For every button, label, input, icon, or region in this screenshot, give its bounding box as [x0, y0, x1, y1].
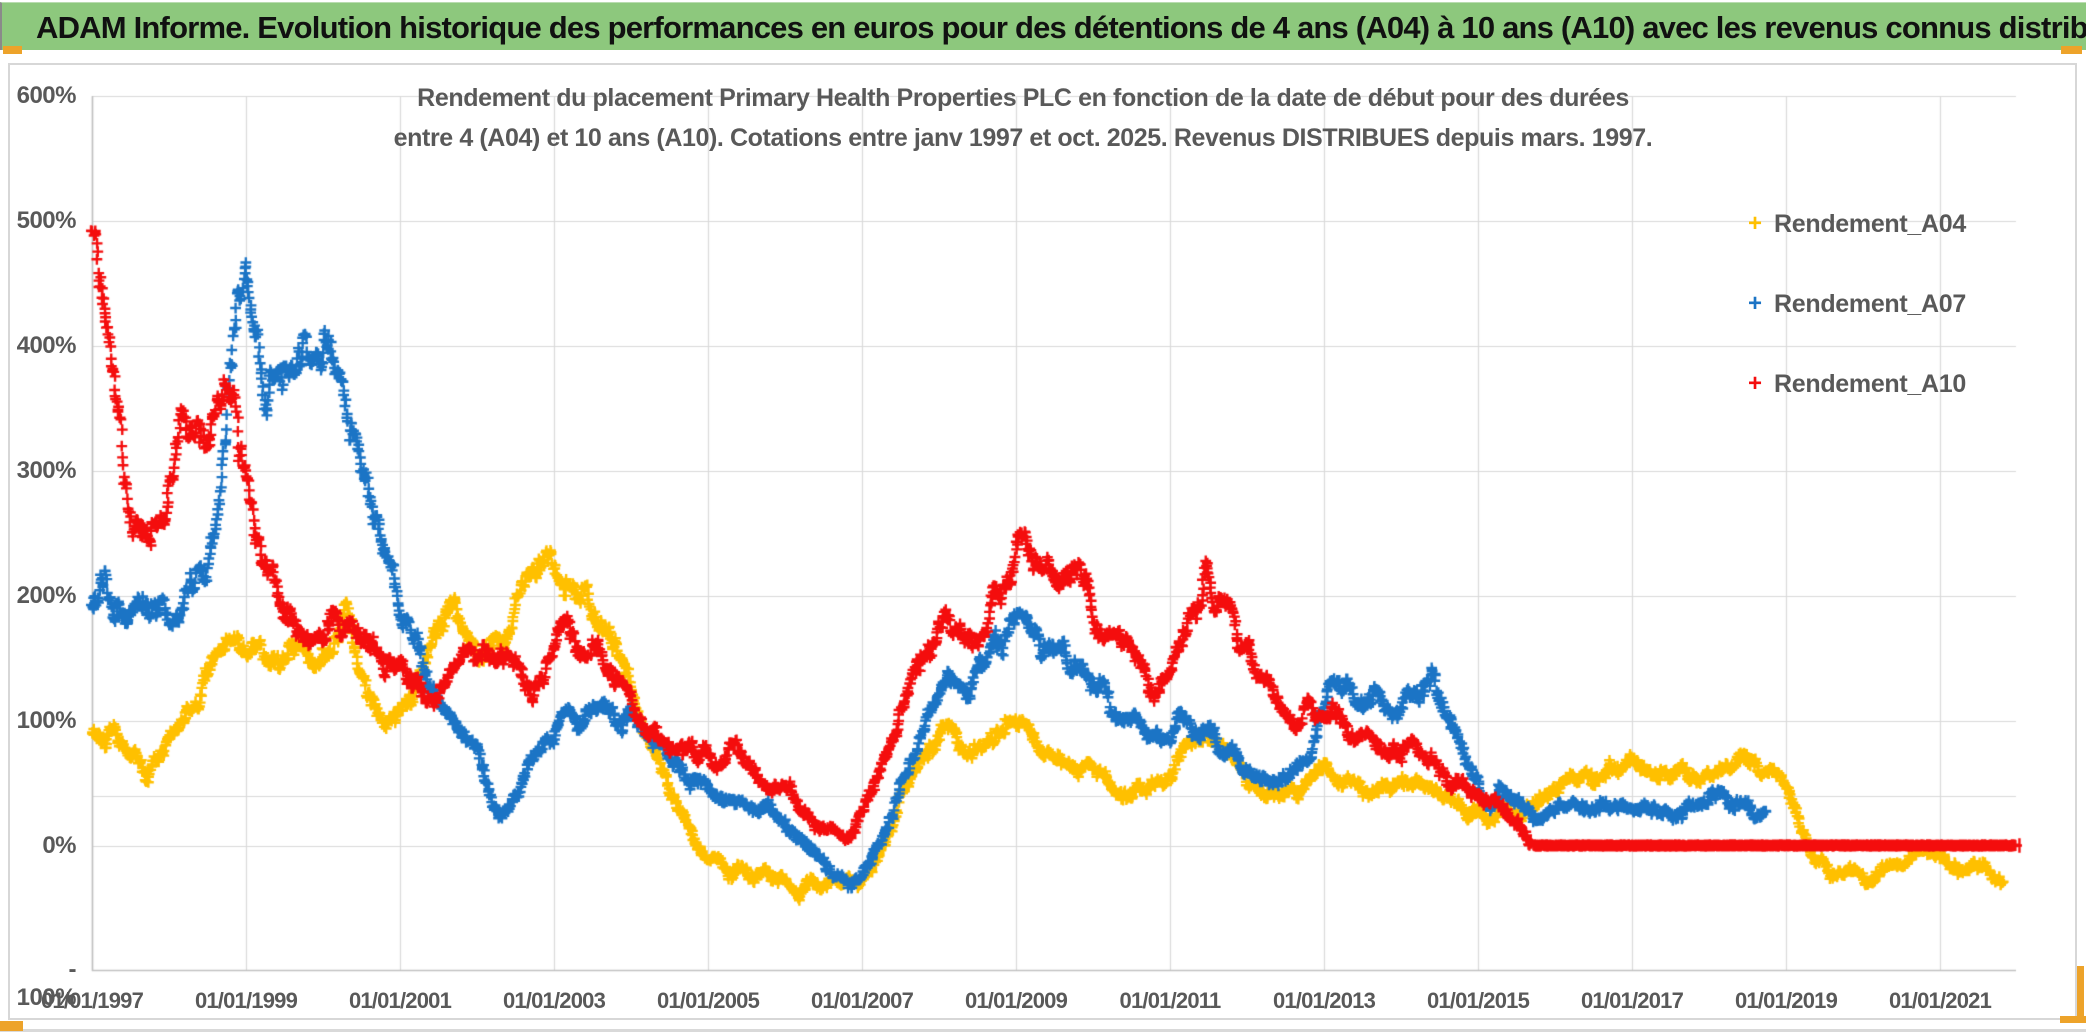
x-axis-tick-label: 01/01/2003 — [502, 988, 606, 1013]
legend-label: Rendement_A07 — [1774, 289, 1966, 318]
chart-title-line2: entre 4 (A04) et 10 ans (A10). Cotations… — [393, 124, 1653, 152]
x-axis-tick-label: 01/01/2005 — [656, 988, 760, 1013]
plus-marker-icon: + — [1748, 370, 1763, 397]
accent-mark-bottom-right-horizontal — [2060, 1016, 2086, 1023]
y-axis-tick-label: 300% — [16, 456, 77, 484]
accent-mark-top-right — [2061, 46, 2082, 54]
x-axis-tick-label: 01/01/2019 — [1734, 988, 1838, 1013]
plus-marker-icon: + — [1748, 210, 1763, 237]
x-axis-tick-label: 01/01/1999 — [194, 988, 298, 1013]
y-axis-tick-label: 0% — [42, 831, 76, 859]
accent-mark-bottom-left — [0, 1021, 23, 1031]
y-axis-tick-label: 600% — [16, 81, 77, 109]
y-axis-tick-label: - 100% — [16, 956, 77, 1012]
y-axis-tick-label: 100% — [16, 706, 77, 734]
plus-marker-icon: + — [1748, 290, 1763, 317]
x-axis-tick-label: 01/01/1997 — [40, 988, 144, 1013]
accent-mark-top-left — [3, 46, 22, 54]
x-axis-tick-label: 01/01/2001 — [348, 988, 452, 1013]
y-axis-tick-label: 400% — [16, 331, 77, 359]
accent-mark-bottom-right-vertical — [2077, 966, 2084, 1022]
legend-label: Rendement_A04 — [1774, 209, 1966, 238]
x-axis-tick-label: 01/01/2021 — [1888, 988, 1992, 1013]
x-axis-tick-label: 01/01/2007 — [810, 988, 914, 1013]
y-axis-tick-label: 200% — [16, 581, 77, 609]
chart-title-line1: Rendement du placement Primary Health Pr… — [417, 84, 1629, 112]
legend-item-rendement-a07: + Rendement_A07 — [1748, 288, 1966, 320]
x-axis-tick-label: 01/01/2011 — [1119, 988, 1222, 1013]
x-axis-tick-label: 01/01/2013 — [1272, 988, 1376, 1013]
x-axis-tick-label: 01/01/2009 — [964, 988, 1068, 1013]
legend-item-rendement-a04: + Rendement_A04 — [1748, 208, 1966, 240]
x-axis-tick-label: 01/01/2017 — [1580, 988, 1684, 1013]
legend-item-rendement-a10: + Rendement_A10 — [1748, 368, 1966, 400]
legend-label: Rendement_A10 — [1774, 369, 1966, 398]
y-axis-tick-label: 500% — [16, 206, 77, 234]
x-axis-tick-label: 01/01/2015 — [1426, 988, 1530, 1013]
